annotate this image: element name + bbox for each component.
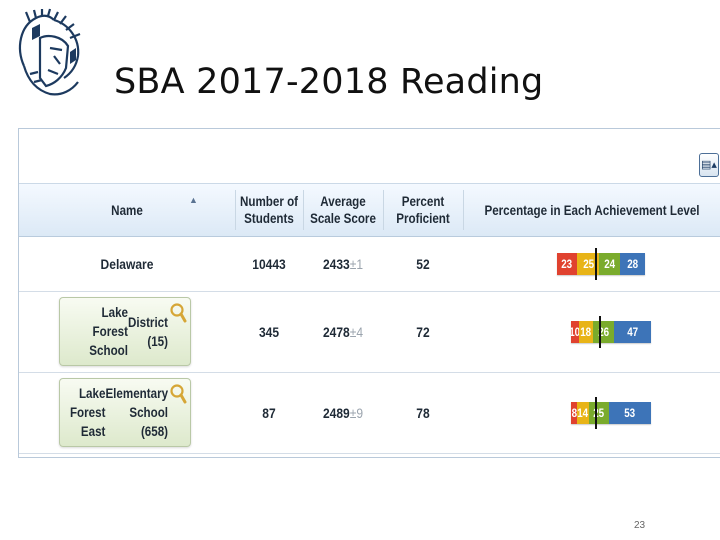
achievement-level-4-segment: 53 [608,402,651,424]
export-options-icon[interactable]: ▤▴ [699,153,719,177]
slide-title: SBA 2017-2018 Reading [114,62,544,102]
score-margin-of-error: ±1 [349,255,364,272]
proficiency-cut-line [595,397,597,429]
table-row: Lake Forest East Elementary School (658) 8… [19,372,720,454]
row-name-label: Lake Forest East Elementary School (658) [69,386,168,439]
score-margin-of-error: ±4 [349,323,364,340]
average-scale-score-value: 2489 ±9 [309,372,378,453]
average-scale-score-value: 2478 ±4 [309,291,378,372]
percent-proficient-value: 78 [416,404,430,421]
proficiency-cut-line [595,248,597,280]
percent-proficient-value: 52 [416,255,430,272]
header-percent-proficient[interactable]: Percent Proficient [396,194,450,226]
achievement-level-1-segment: 10 [571,321,579,343]
spartan-helmet-logo-icon [18,8,81,96]
page-number: 23 [634,520,646,531]
table-header: Name ▲ Number of Students Average Scale Sc… [19,183,720,237]
percent-proficient-value: 72 [416,323,430,340]
achievement-level-4-segment: 28 [620,253,645,275]
proficiency-cut-line [599,316,601,348]
score-margin-of-error: ±9 [349,404,364,421]
magnifier-icon[interactable] [169,302,187,324]
header-average-scale-score[interactable]: Average Scale Score [310,194,376,226]
achievement-level-bar: 23 25 24 28 [557,253,645,275]
column-divider [303,190,304,230]
column-divider [383,190,384,230]
magnifier-icon[interactable] [169,383,187,405]
achievement-level-bar: 10182647 [571,321,651,343]
score-number: 2489 [322,404,350,421]
achievement-level-3-segment: 26 [593,321,614,343]
drilldown-name-button[interactable]: Lake Forest School District (15) [59,297,191,366]
achievement-level-2-segment: 18 [578,321,594,343]
score-number: 2433 [322,255,350,272]
score-number: 2478 [322,323,350,340]
number-of-students-value: 10443 [252,255,286,272]
number-of-students-value: 87 [262,404,276,421]
header-achievement-levels: Percentage in Each Achievement Level [484,202,700,218]
achievement-level-1-segment: 8 [571,402,578,424]
drilldown-name-button[interactable]: Lake Forest East Elementary School (658) [59,378,191,447]
row-name-label: Lake Forest School District (15) [89,305,168,358]
column-divider [235,190,236,230]
number-of-students-value: 345 [258,323,280,340]
achievement-level-bar: 8 14 25 53 [571,402,651,424]
column-divider [463,190,464,230]
results-table-panel: ▤▴ Name ▲ Number of Students Average Scale… [18,128,720,458]
sort-ascending-icon[interactable]: ▲ [189,195,198,205]
achievement-level-3-segment: 25 [588,402,609,424]
achievement-level-3-segment: 24 [599,253,621,275]
header-name[interactable]: Name [111,202,143,218]
achievement-level-4-segment: 47 [613,321,651,343]
achievement-level-2-segment: 14 [577,402,589,424]
header-number-of-students[interactable]: Number of Students [239,194,299,226]
average-scale-score-value: 2433 ±1 [309,236,378,291]
table-row: Delaware 10443 2433 ±1 52 23 25 24 28 [19,236,720,292]
achievement-level-1-segment: 23 [557,253,578,275]
row-name-label: Delaware [100,255,154,272]
table-row: Lake Forest School District (15) 345 2478 ±4… [19,291,720,373]
achievement-level-2-segment: 25 [577,253,600,275]
